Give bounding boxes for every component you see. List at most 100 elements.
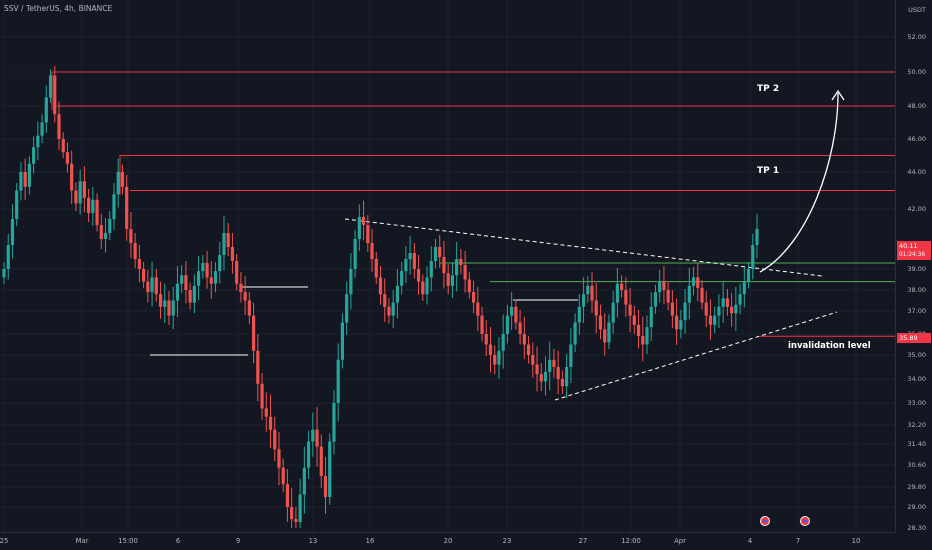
candle-body — [82, 181, 86, 198]
candle-body — [78, 181, 82, 204]
candle-body — [319, 446, 323, 476]
chart-area[interactable]: SSV / TetherUS, 4h, BINANCE TP 2 TP 1 in… — [0, 0, 895, 532]
candle-body — [239, 283, 243, 293]
candle-body — [70, 163, 74, 191]
candle-body — [594, 300, 598, 316]
candle-body — [188, 290, 192, 303]
event-icon[interactable] — [760, 516, 770, 526]
time-tick-label: 12:00 — [621, 537, 641, 545]
candle-body — [755, 229, 759, 245]
candle-body — [116, 172, 120, 195]
candle-body — [734, 304, 738, 314]
candle-body — [61, 139, 65, 153]
candle-body — [91, 199, 95, 213]
projection-arrow — [759, 92, 839, 273]
candle-body — [484, 334, 488, 345]
candle-body — [641, 336, 645, 345]
candle-body — [569, 344, 573, 367]
candle-body — [416, 269, 421, 282]
candle-body — [476, 302, 480, 316]
candle-body — [158, 294, 163, 307]
symbol-title: SSV / TetherUS, 4h, BINANCE — [4, 4, 113, 13]
candle-body — [526, 344, 531, 355]
time-tick-label: 16 — [365, 537, 375, 545]
candle-body — [268, 416, 273, 430]
candle-body — [514, 306, 518, 323]
time-tick-label: 27 — [578, 537, 588, 545]
candle-body — [505, 315, 510, 334]
candle-body — [560, 379, 565, 387]
time-tick-label: Apr — [674, 537, 686, 545]
candle-body — [738, 294, 742, 305]
candle-body — [218, 255, 222, 272]
candle-body — [353, 239, 357, 269]
invalidation-price-tag: 35.89 — [897, 333, 931, 343]
candle-body — [374, 259, 378, 278]
time-tick-label: 7 — [795, 537, 801, 545]
candle-body — [704, 302, 708, 316]
candle-body — [226, 233, 230, 247]
candle-body — [273, 429, 277, 450]
candle-body — [137, 259, 141, 269]
candle-body — [395, 285, 400, 303]
candle-body — [361, 217, 366, 225]
candle-body — [163, 300, 167, 307]
candle-body — [552, 359, 556, 367]
price-axis[interactable]: USDT 52.00 50.00 48.00 46.00 44.00 42.00 39.00… — [895, 0, 932, 532]
candle-body — [649, 306, 653, 328]
candle-body — [378, 277, 383, 295]
candle-body — [497, 350, 501, 365]
candle-body — [531, 355, 535, 365]
candle-body — [632, 315, 636, 325]
candle-body — [573, 322, 577, 345]
candle-body — [467, 279, 471, 293]
candle-body — [112, 194, 116, 219]
candle-body — [340, 322, 345, 360]
candle-body — [285, 484, 290, 507]
candle-body — [10, 219, 15, 245]
candle-body — [742, 281, 746, 295]
candle-body — [222, 233, 226, 255]
event-icon[interactable] — [800, 516, 810, 526]
time-axis[interactable]: 25 Mar 15:00 6 9 13 16 20 23 27 12:00 Apr 4 7 10 — [0, 532, 895, 550]
candle-body — [15, 190, 19, 219]
time-tick-label: 20 — [443, 537, 453, 545]
candle-body — [213, 271, 218, 284]
candle-body — [99, 225, 103, 239]
candle-body — [581, 294, 586, 307]
candle-body — [306, 441, 311, 468]
candle-body — [290, 507, 294, 519]
candle-body — [455, 259, 459, 276]
candle-body — [615, 283, 619, 303]
candle-body — [662, 281, 666, 290]
candlestick-chart[interactable] — [0, 0, 895, 532]
candle-body — [65, 152, 70, 164]
candle-body — [57, 114, 61, 139]
candle-body — [713, 315, 717, 325]
candle-body — [383, 294, 387, 307]
candle-body — [251, 315, 256, 351]
candle-body — [205, 263, 209, 278]
candle-body — [40, 122, 44, 136]
candle-body — [598, 315, 603, 330]
candle-body — [400, 271, 404, 286]
price-tick-label: 46.00 — [907, 135, 926, 143]
candle-body — [125, 186, 129, 229]
candle-body — [370, 243, 374, 259]
candle-body — [294, 519, 298, 522]
candle-body — [87, 197, 91, 213]
current-price-tag: 40.11 01:24:36 — [897, 241, 931, 260]
candle-body — [425, 277, 429, 295]
candle-body — [391, 302, 395, 316]
candle-body — [302, 467, 306, 495]
time-tick-label: Mar — [75, 537, 89, 545]
candle-body — [645, 327, 649, 345]
candle-body — [243, 292, 247, 301]
time-tick-label: 13 — [308, 537, 318, 545]
candle-body — [717, 306, 721, 316]
candle-body — [154, 277, 158, 295]
candle-body — [167, 300, 171, 316]
candle-body — [675, 315, 679, 330]
candle-body — [433, 247, 438, 261]
candle-body — [201, 263, 205, 272]
